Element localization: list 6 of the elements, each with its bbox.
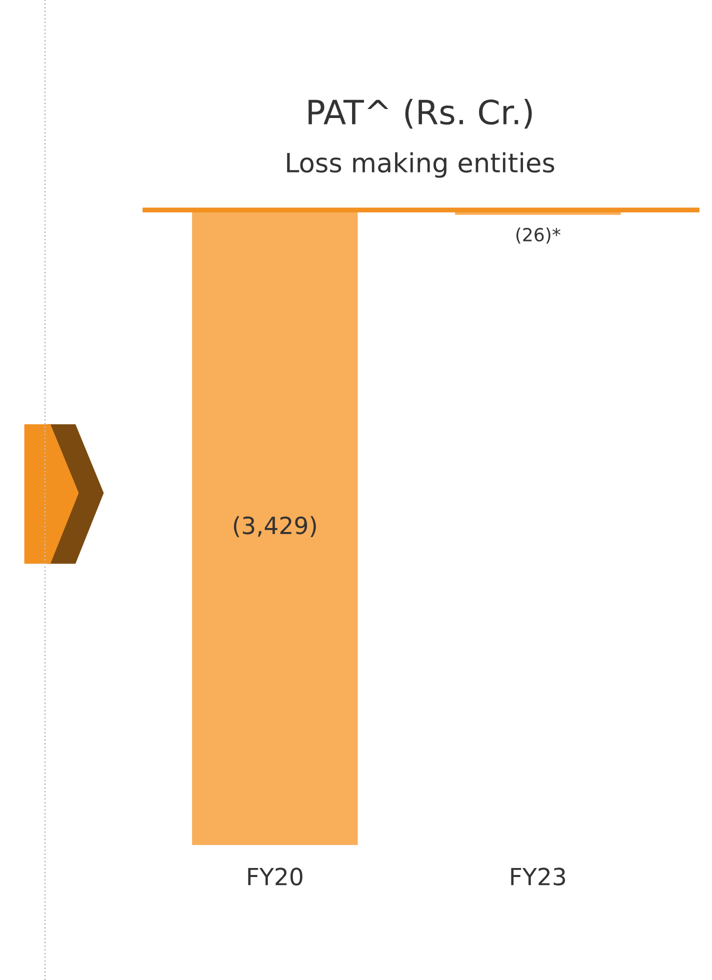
data-label: (26)* — [516, 228, 560, 244]
data-label: (3,429) — [234, 516, 316, 538]
x-tick-label: FY23 — [511, 868, 566, 886]
x-tick-label: FY20 — [248, 868, 302, 886]
chart-title: PAT^ (Rs. Cr.) — [308, 98, 532, 129]
chart-subtitle: Loss making entities — [287, 152, 554, 178]
